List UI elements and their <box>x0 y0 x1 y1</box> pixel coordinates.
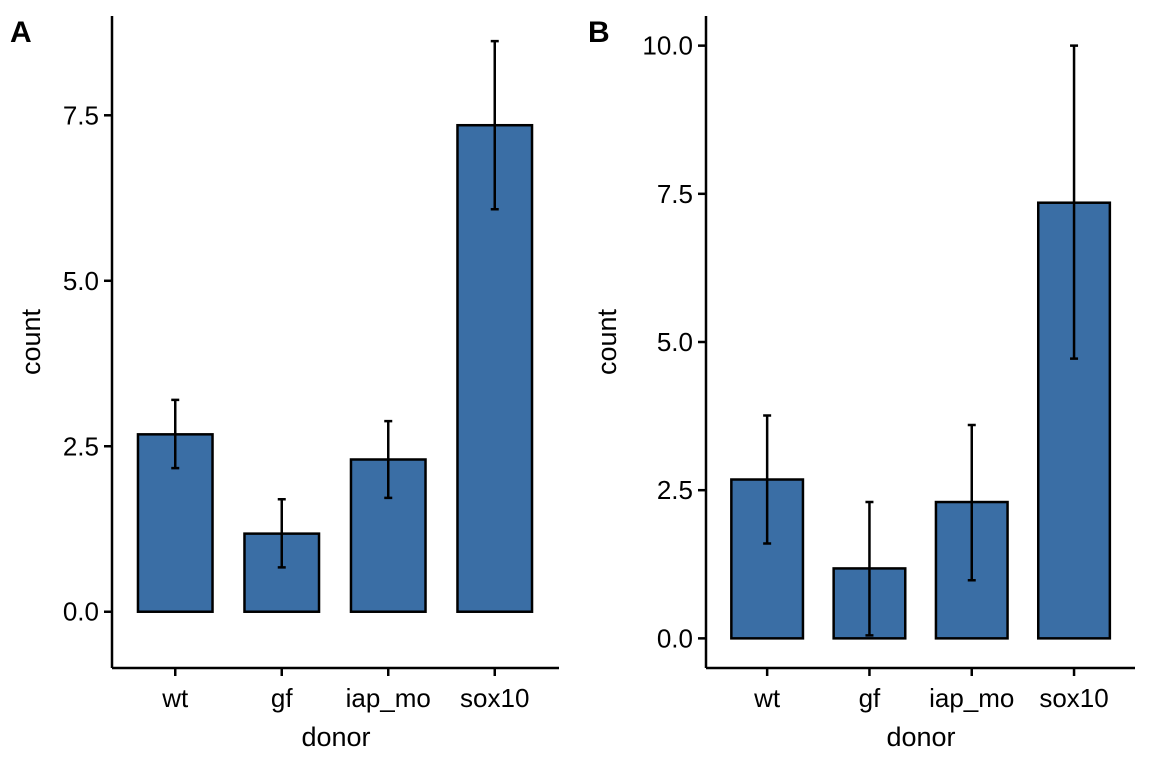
panel-a-y-tick-label-0: 0.0 <box>63 597 99 627</box>
panel-b-bar-sox10 <box>1036 201 1112 640</box>
panel-a-x-axis-title: donor <box>301 722 370 752</box>
panel-b-y-tick-label-3: 7.5 <box>657 179 693 209</box>
panel-a-x-tick-label-wt: wt <box>161 683 189 713</box>
panel-a-error-bars <box>171 39 499 569</box>
panel-a-x-tick-label-iap-mo: iap_mo <box>346 683 431 713</box>
panel-a-x-tick-label-gf: gf <box>271 683 293 713</box>
panel-b-x-tick-label-sox10: sox10 <box>1039 683 1108 713</box>
panel-b-error-bar-gf <box>865 500 874 637</box>
panel-a-tag: A <box>10 16 32 49</box>
panel-b-y-tick-label-4: 10.0 <box>642 31 693 61</box>
panel-a-y-tick-label-3: 7.5 <box>63 100 99 130</box>
panel-b-x-ticks: wt gf iap_mo sox10 <box>753 668 1109 713</box>
panel-b-y-ticks: 0.0 2.5 5.0 7.5 10.0 <box>642 31 706 653</box>
panel-b-x-tick-label-gf: gf <box>859 683 881 713</box>
panel-a-bars <box>136 123 534 613</box>
panel-a: A 0.0 2.5 5.0 7.5 wt gf iap_mo sox10 donor cou… <box>10 16 559 752</box>
panel-b-tag: B <box>588 16 610 49</box>
panel-b-error-bar-iap-mo <box>967 423 976 582</box>
panel-b-y-axis-title: count <box>592 308 622 375</box>
panel-b-y-tick-label-2: 5.0 <box>657 327 693 357</box>
panel-b-error-bars <box>763 44 1079 637</box>
panel-a-y-ticks: 0.0 2.5 5.0 7.5 <box>63 100 112 627</box>
panel-b: B 0.0 2.5 5.0 7.5 10.0 wt gf iap_mo sox10 donor… <box>588 16 1135 752</box>
panel-a-y-axis-title: count <box>16 308 46 375</box>
panel-a-y-tick-label-2: 5.0 <box>63 266 99 296</box>
panel-a-x-ticks: wt gf iap_mo sox10 <box>161 668 529 713</box>
panel-a-error-bar-iap-mo <box>384 419 393 500</box>
panel-a-error-bar-sox10 <box>490 39 499 211</box>
panel-b-y-tick-label-1: 2.5 <box>657 475 693 505</box>
panel-b-x-tick-label-wt: wt <box>753 683 781 713</box>
panel-a-y-tick-label-1: 2.5 <box>63 431 99 461</box>
panel-a-error-bar-wt <box>171 398 180 470</box>
panel-a-x-tick-label-sox10: sox10 <box>460 683 529 713</box>
panel-b-error-bar-sox10 <box>1070 44 1079 360</box>
panel-b-x-tick-label-iap-mo: iap_mo <box>929 683 1014 713</box>
panel-a-error-bar-gf <box>277 497 286 569</box>
panel-b-y-tick-label-0: 0.0 <box>657 623 693 653</box>
panel-b-error-bar-wt <box>763 414 772 545</box>
panel-b-x-axis-title: donor <box>886 722 955 752</box>
